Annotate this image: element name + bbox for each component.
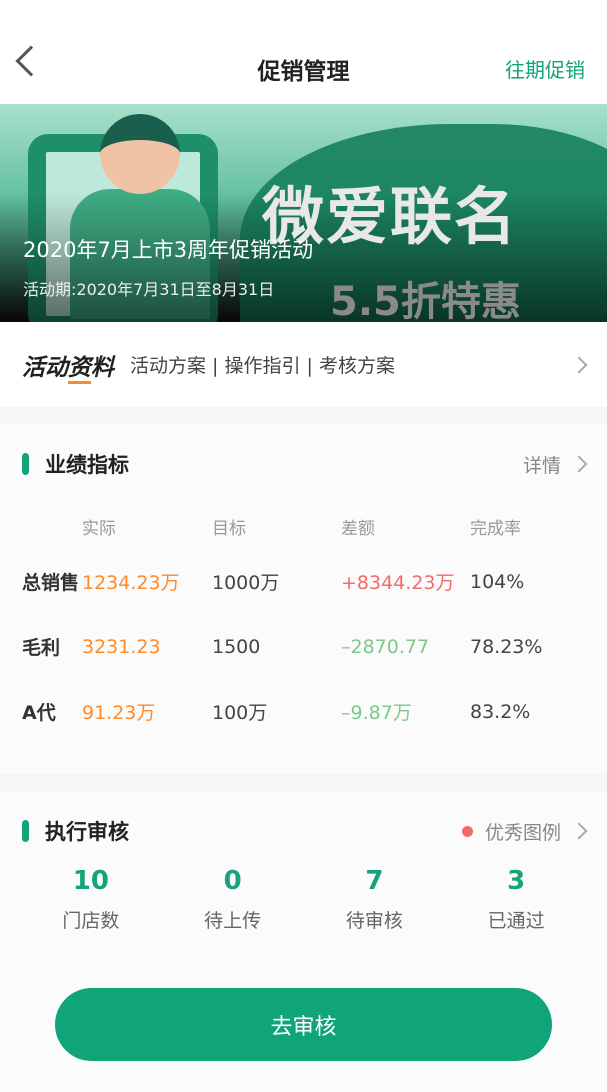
stat-stores[interactable]: 10 门店数: [20, 866, 162, 933]
target-value: 1000万: [212, 572, 280, 594]
chevron-right-icon: [570, 822, 588, 840]
performance-section: 业绩指标 详情 实际 目标 差额 完成率 总销售 1234.23万 1000万 …: [0, 425, 607, 774]
stat-approved[interactable]: 3 已通过: [445, 866, 587, 933]
column-header: [0, 503, 82, 549]
actual-value: 91.23万: [82, 702, 156, 724]
rate-value: 83.2%: [470, 700, 531, 723]
stat-value: 3: [507, 866, 526, 896]
diff-value: +8344.23万: [341, 572, 455, 594]
column-header: 目标: [212, 518, 246, 539]
activity-resources-logo: 活动资料: [22, 348, 114, 384]
history-promotions-link[interactable]: 往期促销: [505, 58, 585, 82]
rate-value: 104%: [470, 570, 525, 593]
section-title: 执行审核: [45, 820, 129, 844]
stat-value: 7: [365, 866, 384, 896]
banner-logo-text: 微爱联名: [262, 180, 519, 253]
excellent-examples-link[interactable]: 优秀图例: [461, 818, 588, 845]
table-row: 毛利 3231.23 1500 –2870.77 78.23%: [0, 614, 607, 679]
actual-value: 3231.23: [82, 635, 161, 658]
stat-pending-upload[interactable]: 0 待上传: [162, 866, 304, 933]
logo-part: 活动: [22, 354, 68, 381]
performance-table: 实际 目标 差额 完成率 总销售 1234.23万 1000万 +8344.23…: [0, 503, 607, 744]
divider: [0, 774, 607, 792]
column-header: 差额: [341, 518, 375, 539]
row-label: 毛利: [22, 637, 61, 659]
chevron-right-icon: [570, 455, 588, 473]
logo-part: 资: [68, 354, 91, 384]
divider: [0, 407, 607, 425]
logo-part: 料: [91, 354, 114, 381]
examples-label: 优秀图例: [484, 821, 561, 844]
target-value: 1500: [212, 635, 261, 658]
stat-value: 10: [72, 866, 109, 896]
nav-bar: 促销管理 往期促销: [0, 0, 607, 104]
rate-value: 78.23%: [470, 635, 543, 658]
audit-stats: 10 门店数 0 待上传 7 待审核 3 已通过: [0, 866, 607, 933]
row-label: A代: [22, 702, 56, 724]
table-row: A代 91.23万 100万 –9.87万 83.2%: [0, 679, 607, 744]
stat-label: 待上传: [204, 910, 262, 932]
row-label: 总销售: [22, 572, 80, 594]
stat-pending-review[interactable]: 7 待审核: [304, 866, 446, 933]
details-label: 详情: [522, 454, 561, 477]
red-dot-icon: [461, 825, 473, 837]
banner-period: 活动期:2020年7月31日至8月31日: [23, 280, 275, 299]
table-row: 总销售 1234.23万 1000万 +8344.23万 104%: [0, 549, 607, 614]
banner-logo-subtext: 5.5折特惠: [330, 279, 521, 322]
chevron-right-icon: [570, 356, 588, 373]
go-review-button[interactable]: 去审核: [55, 988, 552, 1061]
page-title: 促销管理: [257, 59, 350, 85]
banner-shade: [0, 104, 607, 322]
details-link[interactable]: 详情: [522, 451, 588, 478]
stat-label: 门店数: [62, 910, 120, 932]
actual-value: 1234.23万: [82, 572, 180, 594]
target-value: 100万: [212, 702, 268, 724]
diff-value: –9.87万: [341, 702, 412, 724]
column-header: 实际: [82, 518, 116, 539]
column-header: 完成率: [470, 518, 521, 539]
resource-links: 活动方案 | 操作指引 | 考核方案: [130, 355, 395, 377]
activity-resources-row[interactable]: 活动资料 活动方案 | 操作指引 | 考核方案: [0, 322, 607, 407]
section-accent-bar: [22, 453, 29, 475]
stat-value: 0: [223, 866, 242, 896]
table-header: 实际 目标 差额 完成率: [0, 503, 607, 549]
section-accent-bar: [22, 820, 29, 842]
section-title: 业绩指标: [45, 453, 129, 477]
promo-banner[interactable]: 微爱联名 5.5折特惠 2020年7月上市3周年促销活动 活动期:2020年7月…: [0, 104, 607, 322]
stat-label: 已通过: [487, 910, 545, 932]
diff-value: –2870.77: [341, 635, 430, 658]
banner-title: 2020年7月上市3周年促销活动: [23, 238, 314, 262]
stat-label: 待审核: [345, 910, 403, 932]
